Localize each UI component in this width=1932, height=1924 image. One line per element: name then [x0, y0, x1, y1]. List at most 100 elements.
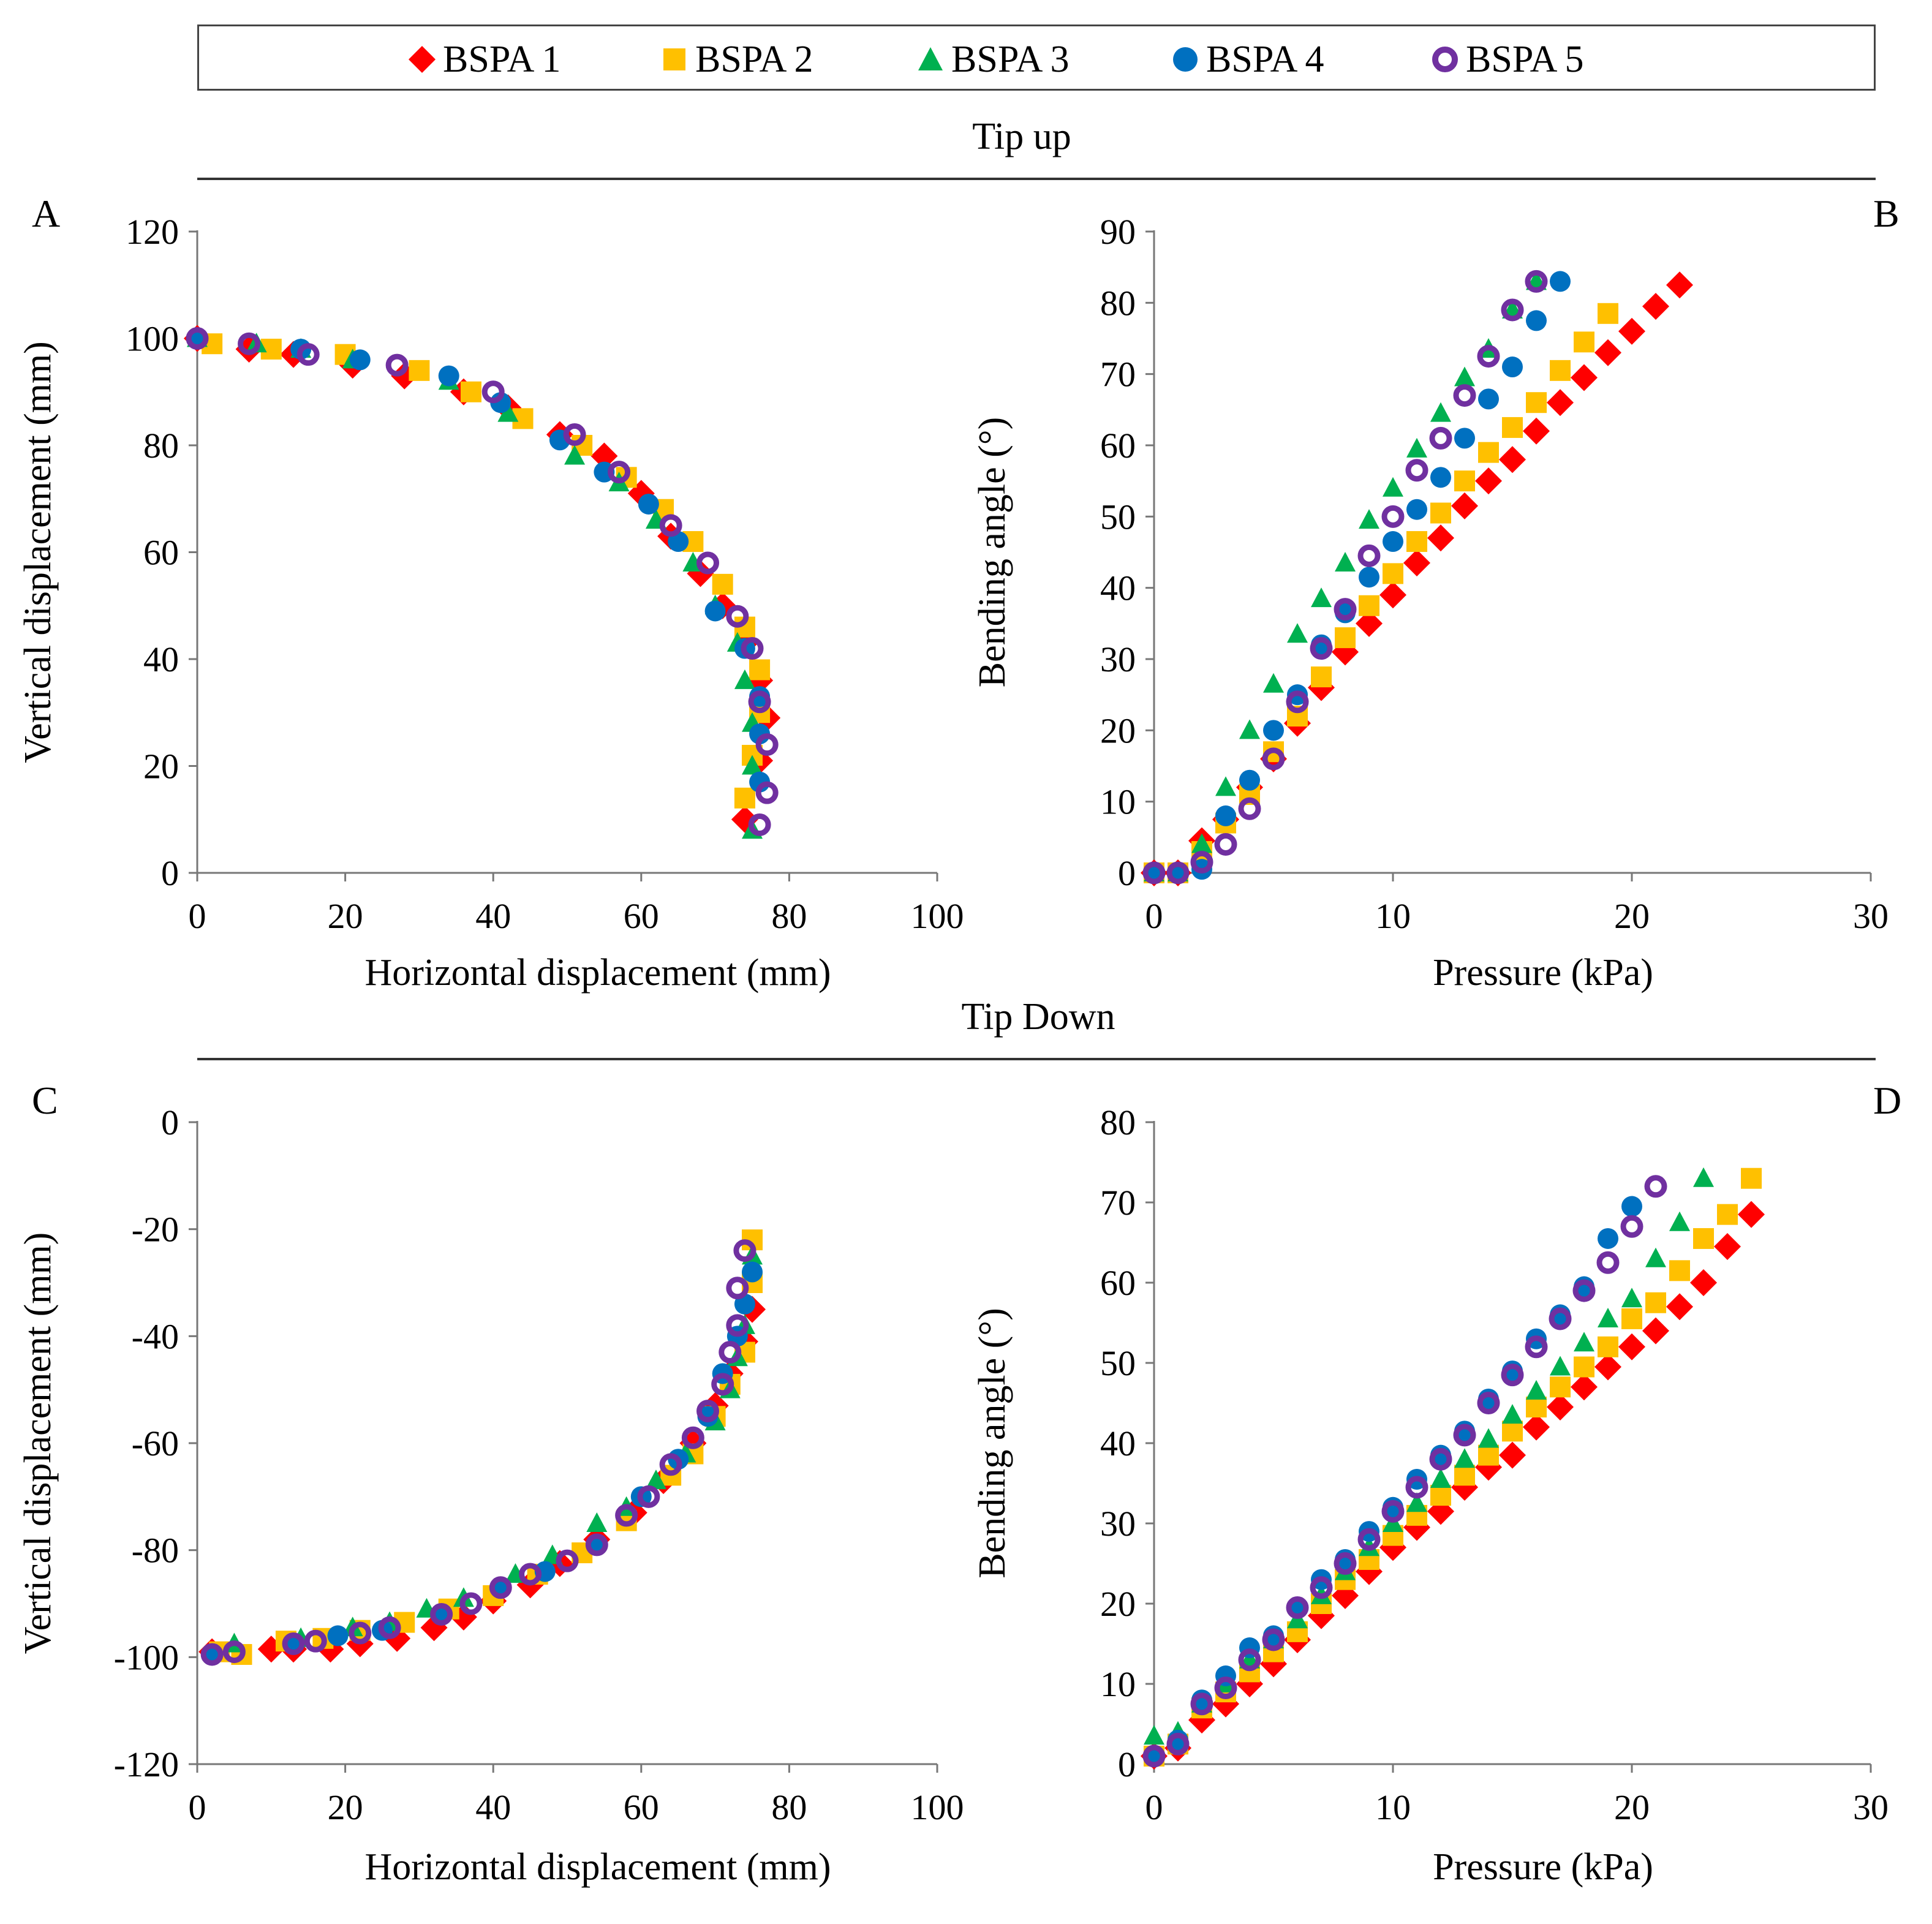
- data-point-bspa-1: [1356, 609, 1383, 637]
- data-point-bspa-3: [1311, 587, 1332, 608]
- data-point-bspa-1: [1642, 293, 1669, 320]
- data-point-bspa-1: [1403, 549, 1430, 576]
- data-point-bspa-5: [726, 605, 749, 628]
- y-tick-label: 30: [1100, 639, 1136, 679]
- data-point-bspa-5: [1525, 1335, 1548, 1359]
- legend-marker: [663, 48, 685, 70]
- data-point-bspa-5: [1262, 747, 1285, 771]
- data-point-bspa-2: [1574, 1356, 1594, 1378]
- data-point-bspa-5: [1381, 505, 1405, 528]
- data-point-bspa-4: [1239, 769, 1260, 791]
- x-tick-label: 0: [1145, 896, 1163, 936]
- data-point-bspa-1: [1427, 524, 1454, 552]
- data-point-bspa-2: [1550, 360, 1571, 381]
- x-tick-label: 60: [624, 1787, 659, 1827]
- x-axis-label: Pressure (kPa): [1433, 952, 1653, 994]
- data-point-bspa-5: [711, 1373, 734, 1396]
- data-point-bspa-5: [659, 514, 682, 537]
- x-tick-label: 0: [189, 896, 206, 936]
- y-tick-label: 60: [1100, 1263, 1136, 1303]
- data-point-bspa-2: [1383, 563, 1403, 584]
- x-tick-label: 0: [1145, 1787, 1163, 1827]
- section-title-tip-down: Tip Down: [961, 996, 1115, 1038]
- data-point-bspa-4: [1526, 310, 1547, 331]
- data-point-bspa-5: [296, 343, 320, 366]
- data-point-bspa-5: [726, 1314, 749, 1337]
- data-point-bspa-2: [1621, 1308, 1642, 1329]
- y-tick-label: 80: [1100, 283, 1136, 323]
- data-point-bspa-5: [430, 1602, 453, 1626]
- data-point-bspa-3: [1454, 366, 1475, 387]
- data-point-bspa-1: [1594, 339, 1621, 366]
- data-point-bspa-4: [742, 1261, 763, 1283]
- data-point-bspa-5: [200, 1643, 224, 1666]
- data-point-bspa-2: [1430, 502, 1451, 524]
- y-tick-label: 10: [1100, 1664, 1136, 1704]
- data-point-bspa-1: [1642, 1317, 1669, 1345]
- x-tick-label: 40: [475, 1787, 511, 1827]
- y-tick-label: 80: [143, 426, 179, 466]
- data-point-bspa-2: [1359, 595, 1379, 616]
- data-point-bspa-2: [1598, 1336, 1618, 1357]
- data-point-bspa-3: [1263, 673, 1284, 693]
- x-tick-label: 100: [911, 896, 964, 936]
- data-point-bspa-5: [585, 1533, 608, 1556]
- data-point-bspa-1: [1690, 1269, 1717, 1296]
- data-point-bspa-5: [1501, 1364, 1524, 1387]
- data-point-bspa-5: [1572, 1279, 1596, 1302]
- data-point-bspa-3: [1144, 1725, 1164, 1745]
- data-point-bspa-5: [1381, 1500, 1405, 1523]
- legend-entry-bspa-3: BSPA 3: [916, 40, 1069, 79]
- x-tick-label: 60: [624, 896, 659, 936]
- data-point-bspa-1: [1379, 581, 1406, 609]
- panel-letter-c: C: [32, 1079, 58, 1122]
- data-point-bspa-3: [1574, 1332, 1594, 1352]
- x-tick-label: 100: [911, 1787, 964, 1827]
- data-point-bspa-4: [349, 349, 371, 371]
- data-point-bspa-4: [1550, 271, 1571, 292]
- data-point-bspa-5: [1549, 1307, 1572, 1330]
- data-point-bspa-5: [1238, 1648, 1261, 1672]
- x-tick-label: 20: [328, 896, 363, 936]
- panel-letter-b: B: [1873, 192, 1900, 235]
- data-point-bspa-2: [460, 381, 481, 402]
- data-point-bspa-5: [1453, 384, 1476, 407]
- data-point-bspa-3: [1215, 776, 1236, 796]
- data-point-bspa-3: [1335, 551, 1356, 572]
- x-axis-label: Horizontal displacement (mm): [365, 1846, 831, 1888]
- data-point-bspa-4: [438, 365, 459, 387]
- data-point-bspa-5: [238, 332, 261, 355]
- y-tick-label: -120: [114, 1745, 179, 1784]
- data-point-bspa-5: [1262, 1628, 1285, 1651]
- data-point-bspa-1: [1738, 1201, 1765, 1228]
- data-point-bspa-3: [1406, 437, 1427, 458]
- data-point-bspa-2: [1502, 417, 1523, 438]
- x-tick-label: 30: [1853, 1787, 1889, 1827]
- legend-entry-bspa-2: BSPA 2: [660, 40, 813, 79]
- data-point-bspa-2: [1478, 1444, 1499, 1466]
- data-point-bspa-2: [1406, 531, 1427, 553]
- data-point-bspa-3: [1669, 1211, 1690, 1231]
- y-tick-label: 70: [1100, 1183, 1136, 1223]
- data-point-bspa-1: [1571, 1373, 1598, 1401]
- data-point-bspa-5: [1310, 1576, 1333, 1599]
- data-point-bspa-2: [712, 573, 733, 595]
- data-point-bspa-1: [1666, 1293, 1693, 1321]
- y-tick-label: 20: [143, 747, 179, 787]
- x-tick-label: 80: [771, 1787, 807, 1827]
- y-tick-label: 70: [1100, 355, 1136, 394]
- data-point-bspa-2: [1574, 331, 1594, 353]
- y-tick-label: 40: [1100, 568, 1136, 608]
- y-tick-label: -60: [132, 1424, 179, 1463]
- data-point-bspa-2: [1598, 303, 1618, 324]
- data-point-bspa-5: [1477, 1392, 1500, 1414]
- data-point-bspa-2: [1741, 1168, 1762, 1189]
- data-point-bspa-4: [1502, 357, 1523, 378]
- data-point-bspa-1: [1594, 1353, 1621, 1381]
- data-point-bspa-5: [1214, 832, 1237, 856]
- data-point-bspa-5: [1190, 1692, 1213, 1716]
- y-tick-label: -40: [132, 1316, 179, 1356]
- data-point-bspa-1: [1523, 417, 1550, 445]
- data-point-bspa-5: [1453, 1424, 1476, 1447]
